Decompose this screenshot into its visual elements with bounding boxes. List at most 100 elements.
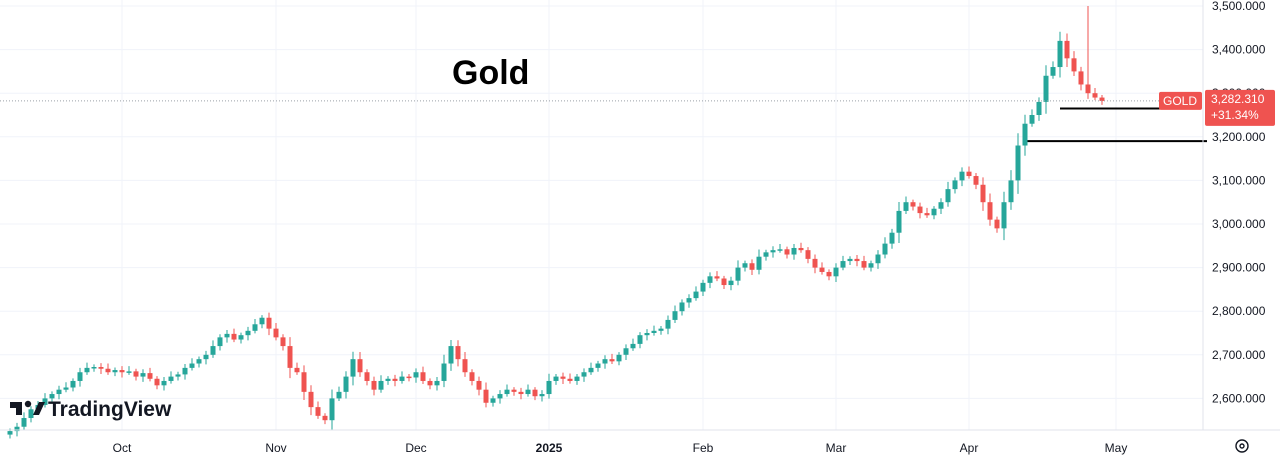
candle bbox=[147, 367, 153, 382]
candle-body bbox=[980, 184, 986, 203]
candle-body bbox=[924, 213, 930, 216]
candle-body bbox=[140, 373, 146, 377]
candle-body bbox=[749, 263, 755, 270]
candle-body bbox=[1092, 93, 1098, 98]
candle-body bbox=[1057, 40, 1063, 68]
candle bbox=[385, 376, 391, 385]
price-tick-label: 2,600.000 bbox=[1212, 391, 1266, 405]
candle-body bbox=[273, 328, 279, 338]
candle-body bbox=[672, 311, 678, 320]
candle-body bbox=[784, 249, 790, 255]
candle bbox=[154, 376, 160, 390]
candle bbox=[1043, 65, 1049, 114]
candle-body bbox=[1036, 101, 1042, 115]
candle bbox=[343, 371, 349, 399]
candle bbox=[574, 373, 580, 385]
candle-body bbox=[1001, 202, 1007, 229]
candle-body bbox=[301, 372, 307, 392]
candle-body bbox=[63, 387, 69, 390]
candle bbox=[553, 373, 559, 385]
candle bbox=[1015, 133, 1021, 194]
candle bbox=[98, 363, 104, 374]
candle bbox=[763, 249, 769, 261]
time-tick-label: Dec bbox=[405, 441, 426, 455]
candle bbox=[889, 228, 895, 249]
candle-body bbox=[854, 258, 860, 262]
candle-body bbox=[518, 391, 524, 395]
candle-body bbox=[343, 376, 349, 392]
candle bbox=[476, 376, 482, 396]
candle bbox=[280, 334, 286, 351]
candle bbox=[336, 386, 342, 402]
candle bbox=[1099, 94, 1105, 105]
candle-body bbox=[742, 263, 748, 268]
candle bbox=[287, 337, 293, 379]
candle bbox=[637, 332, 643, 349]
candle bbox=[679, 299, 685, 316]
candle bbox=[196, 356, 202, 368]
candle-body bbox=[56, 389, 62, 395]
candle bbox=[777, 244, 783, 253]
candle bbox=[497, 390, 503, 404]
candle-body bbox=[238, 335, 244, 340]
tradingview-logo: TradingView bbox=[10, 398, 172, 421]
settings-gear-icon[interactable] bbox=[1235, 439, 1249, 453]
candle bbox=[721, 275, 727, 289]
candle bbox=[364, 369, 370, 386]
candle-body bbox=[77, 372, 83, 381]
candle-body bbox=[945, 189, 951, 203]
candle-body bbox=[434, 380, 440, 386]
candle-body bbox=[525, 389, 531, 395]
candle-body bbox=[616, 354, 622, 362]
candle-body bbox=[455, 346, 461, 360]
candle-body bbox=[686, 298, 692, 303]
candle bbox=[875, 250, 881, 269]
candle bbox=[511, 387, 517, 396]
time-tick-label: Feb bbox=[693, 441, 714, 455]
candle bbox=[658, 326, 664, 335]
candle-body bbox=[567, 378, 573, 381]
candle-body bbox=[287, 346, 293, 368]
candle bbox=[182, 363, 188, 380]
candle-body bbox=[154, 378, 160, 386]
candle bbox=[714, 271, 720, 282]
candle-body bbox=[126, 371, 132, 373]
candle-body bbox=[819, 267, 825, 272]
tradingview-logo-text: TradingView bbox=[48, 398, 172, 421]
candle-body bbox=[315, 407, 321, 416]
candle-body bbox=[539, 394, 545, 397]
candle-body bbox=[700, 282, 706, 292]
candle bbox=[798, 242, 804, 253]
candle bbox=[854, 254, 860, 267]
candle bbox=[861, 255, 867, 271]
candle-body bbox=[294, 367, 300, 373]
candle-body bbox=[427, 380, 433, 386]
candle-body bbox=[658, 328, 664, 331]
candle-body bbox=[665, 319, 671, 329]
candle bbox=[210, 340, 216, 358]
candle-body bbox=[210, 346, 216, 355]
candle-body bbox=[329, 398, 335, 421]
candle-body bbox=[910, 202, 916, 207]
candle bbox=[819, 262, 825, 275]
candle bbox=[1085, 6, 1091, 99]
candle-body bbox=[385, 378, 391, 381]
candle-body bbox=[119, 370, 125, 373]
candle-body bbox=[602, 359, 608, 364]
candle-body bbox=[637, 335, 643, 344]
candle bbox=[77, 367, 83, 387]
price-tick-label: 3,100.000 bbox=[1212, 173, 1266, 187]
candle bbox=[1050, 61, 1056, 79]
symbol-tag-label: GOLD bbox=[1163, 94, 1197, 108]
candle-body bbox=[833, 267, 839, 277]
candle bbox=[161, 377, 167, 391]
candle-body bbox=[973, 176, 979, 185]
candle bbox=[805, 247, 811, 264]
candle-body bbox=[504, 389, 510, 395]
candle bbox=[896, 201, 902, 243]
candle-body bbox=[21, 418, 27, 427]
chart-title: Gold bbox=[452, 54, 529, 92]
price-tick-label: 3,200.000 bbox=[1212, 130, 1266, 144]
candle-body bbox=[693, 291, 699, 299]
candle-body bbox=[7, 431, 13, 435]
